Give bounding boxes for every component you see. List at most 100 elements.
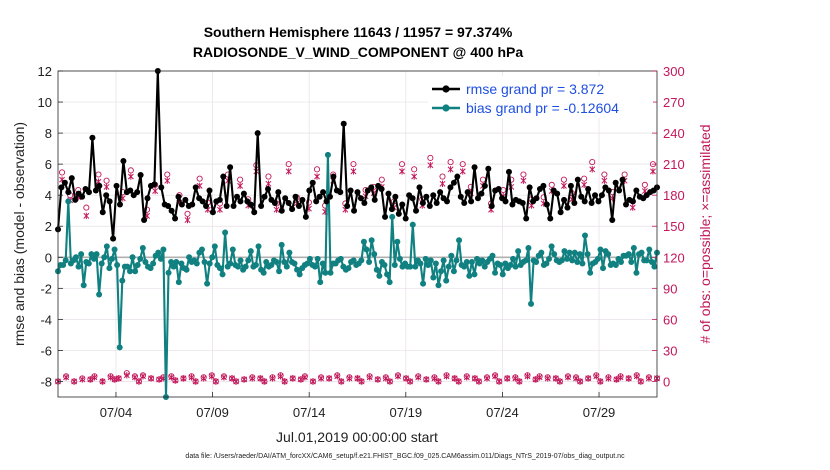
rmse-point: [61, 179, 68, 186]
rmse-point: [337, 189, 344, 196]
bias-point: [147, 265, 154, 272]
bias-point: [479, 257, 486, 264]
rmse-point: [633, 187, 640, 194]
obs-assimilated-point: [451, 375, 458, 382]
obs-assimilated-point: [431, 375, 438, 382]
obs-assimilated-point: [281, 378, 288, 385]
obs-assimilated-point: [625, 375, 632, 382]
obs-assimilated-point: [229, 375, 235, 382]
rmse-point: [395, 210, 402, 217]
rmse-point: [168, 207, 175, 214]
bias-point: [129, 254, 136, 261]
rmse-point: [302, 213, 309, 220]
rmse-point: [388, 206, 395, 213]
bias-point: [198, 246, 205, 253]
rmse-point: [330, 173, 337, 180]
bias-point: [425, 262, 432, 269]
bias-point: [456, 237, 463, 244]
bias-point: [548, 243, 555, 250]
obs-assimilated-point: [180, 375, 187, 382]
rmse-point: [175, 193, 182, 200]
obs-assimilated-point: [140, 373, 146, 380]
bias-point: [72, 254, 79, 261]
obs-assimilated-point: [520, 177, 527, 184]
y-tick-label: 6: [45, 157, 52, 172]
bias-point: [448, 252, 455, 259]
bias-point: [376, 272, 383, 279]
rmse-point: [519, 199, 526, 206]
legend-label-bias: bias grand pr = -0.12604: [466, 100, 619, 116]
rmse-point: [320, 189, 327, 196]
obs-assimilated-point: [289, 375, 296, 382]
rmse-point: [134, 189, 141, 196]
bias-point: [371, 251, 378, 258]
bias-point: [558, 257, 565, 264]
rmse-point: [144, 195, 151, 202]
bias-point: [227, 260, 234, 267]
bias-point: [126, 268, 133, 275]
rmse-point: [433, 199, 440, 206]
bias-point: [409, 221, 416, 228]
rmse-point: [419, 199, 426, 206]
obs-assimilated-point: [556, 378, 563, 385]
rmse-point: [220, 173, 227, 180]
rmse-point: [127, 187, 134, 194]
obs-assimilated-point: [407, 378, 414, 385]
bias-point: [574, 258, 581, 265]
obs-assimilated-point: [358, 378, 365, 385]
bias-point: [111, 246, 118, 253]
obs-possible-point: [237, 176, 244, 183]
bias-point: [525, 244, 532, 251]
y-tick-label: 10: [38, 95, 52, 110]
y2-tick-label: 300: [663, 64, 685, 79]
obs-assimilated-point: [71, 378, 78, 385]
rmse-point: [447, 184, 454, 191]
rmse-point: [103, 192, 110, 199]
y-axis-label: rmse and bias (model - observation): [11, 122, 27, 346]
bias-point: [386, 279, 393, 286]
obs-assimilated-point: [168, 374, 175, 381]
obs-assimilated-point: [107, 374, 114, 381]
legend-label-rmse: rmse grand pr = 3.872: [466, 81, 604, 97]
rmse-point: [526, 184, 533, 191]
rmse-point: [354, 189, 361, 196]
rmse-point: [623, 201, 630, 208]
bias-point: [630, 244, 637, 251]
bias-point: [582, 232, 589, 239]
y-tick-label: 8: [45, 126, 52, 141]
rmse-point: [295, 203, 302, 210]
bias-point: [106, 265, 113, 272]
bias-point: [579, 260, 586, 267]
obs-assimilated-point: [314, 173, 320, 180]
bias-point: [247, 248, 254, 255]
bias-point: [165, 269, 172, 276]
bias-point: [453, 257, 460, 264]
obs-possible-point: [601, 171, 608, 178]
obs-assimilated-point: [79, 376, 86, 383]
y2-tick-label: 60: [663, 312, 677, 327]
rmse-point: [120, 158, 127, 165]
legend-entry-bias: bias grand pr = -0.12604: [432, 100, 619, 116]
obs-assimilated-point: [318, 375, 325, 382]
obs-assimilated-point: [87, 376, 94, 383]
bias-point: [474, 255, 481, 262]
obs-assimilated-point: [212, 378, 219, 385]
obs-assimilated-point: [127, 173, 134, 180]
bias-point: [417, 260, 424, 267]
bias-point: [471, 271, 478, 278]
obs-possible-point: [459, 161, 466, 168]
bias-point: [90, 255, 97, 262]
rmse-point: [592, 192, 599, 199]
rmse-point: [261, 193, 268, 200]
rmse-point: [385, 190, 392, 197]
obs-assimilated-point: [285, 168, 292, 175]
bias-point: [252, 262, 259, 269]
rmse-point: [172, 215, 179, 222]
obs-possible-point: [184, 210, 191, 217]
obs-assimilated-point: [184, 216, 191, 224]
rmse-point: [382, 213, 389, 220]
bias-point: [80, 282, 87, 289]
bias-point: [242, 263, 249, 270]
obs-assimilated-point: [484, 375, 490, 382]
